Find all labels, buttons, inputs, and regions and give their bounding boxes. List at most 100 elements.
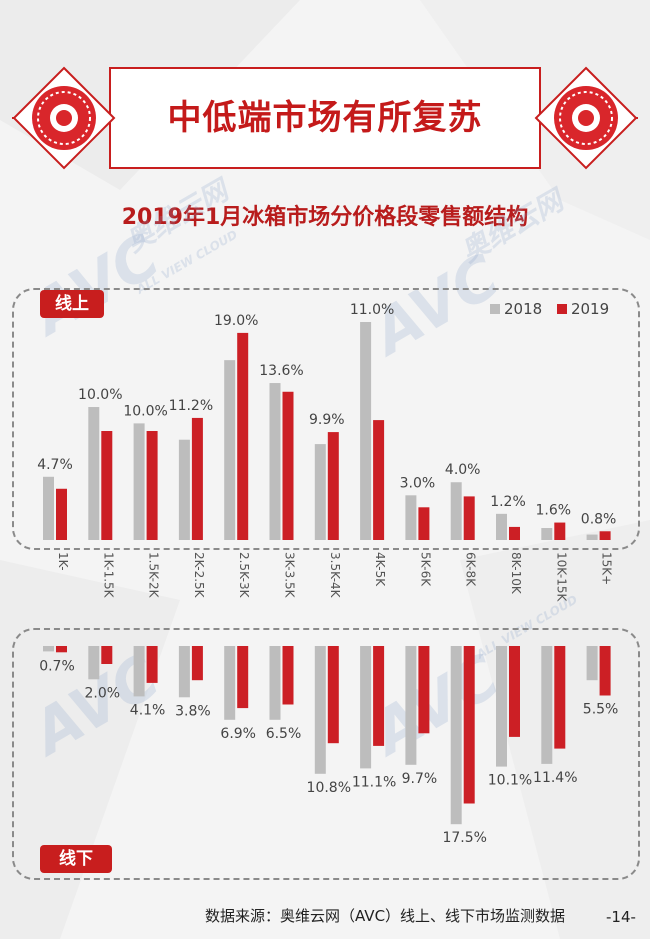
bar-2019-offline [554, 646, 566, 749]
data-label-online: 1.6% [536, 503, 572, 519]
bar-2018-offline [43, 646, 54, 652]
tick-label-online: 2K-2.5K [192, 552, 206, 599]
data-label-offline: 10.1% [488, 773, 532, 789]
banner-title: 中低端市场有所复苏 [167, 98, 483, 138]
bar-2018-online [43, 476, 54, 540]
data-label-offline: 10.8% [307, 780, 351, 796]
offline-tag: 线下 [40, 845, 112, 873]
bar-2018-offline [133, 646, 145, 697]
data-label-online: 3.0% [400, 475, 436, 491]
data-label-online: 13.6% [259, 363, 303, 379]
data-label-online: 10.0% [78, 387, 122, 403]
tick-label-online: 5K-6K [418, 552, 432, 587]
bar-2018-offline [541, 646, 553, 764]
bar-2019-offline [146, 646, 158, 683]
data-label-online: 9.9% [309, 412, 345, 428]
bar-2018-offline [314, 646, 326, 774]
tick-label-online: 1.5K-2K [147, 552, 161, 599]
bar-2019-offline [56, 646, 67, 653]
bar-2019-online [463, 496, 475, 540]
data-label-online: 4.7% [37, 457, 73, 473]
bar-2018-offline [496, 646, 507, 767]
papercut-ornament-left [12, 66, 116, 170]
data-label-offline: 9.7% [402, 771, 438, 787]
legend: 2018 2019 [490, 299, 619, 318]
tick-label-online: 2.5K-3K [237, 552, 251, 599]
bar-2019-offline [463, 646, 475, 804]
bar-2019-online [237, 332, 249, 540]
bar-2019-offline [373, 646, 385, 746]
bar-2018-online [314, 444, 326, 540]
bar-2018-online [586, 534, 598, 540]
bar-2018-offline [405, 646, 417, 765]
bar-2019-online [599, 531, 611, 540]
page-number: -14- [606, 908, 636, 926]
bar-2019-online [509, 526, 520, 540]
bar-2018-online [224, 360, 236, 540]
bar-2019-offline [599, 646, 611, 696]
data-label-online: 0.8% [581, 511, 617, 527]
bar-2019-offline [191, 646, 203, 681]
online-panel [12, 288, 640, 550]
tick-label-online: 15K+ [600, 552, 614, 585]
bar-2018-online [360, 322, 372, 540]
data-label-online: 11.0% [350, 302, 394, 318]
bar-2018-online [133, 423, 145, 540]
legend-item-2019: 2019 [556, 299, 610, 318]
bar-2019-online [191, 417, 203, 540]
offline-panel [12, 628, 640, 880]
bar-2019-offline [327, 646, 339, 744]
tick-label-online: 10K-15K [554, 552, 568, 602]
bar-2019-online [146, 431, 158, 540]
tick-label-online: 6K-8K [464, 552, 478, 587]
bar-2018-online [450, 482, 462, 540]
tick-label-online: 4K-5K [373, 552, 387, 587]
bar-2018-online [496, 513, 507, 540]
data-label-online: 4.0% [445, 462, 481, 478]
data-source-note: 数据来源：奥维云网（AVC）线上、线下市场监测数据 [205, 907, 566, 925]
data-label-offline: 3.8% [175, 703, 211, 719]
data-label-online: 19.0% [214, 313, 258, 329]
bar-2018-offline [450, 646, 462, 825]
chart-title: 2019年1月冰箱市场分价格段零售额结构 [121, 205, 529, 230]
bar-2018-offline [224, 646, 236, 720]
bar-2019-online [327, 432, 339, 540]
tick-label-online: 8K-10K [509, 552, 523, 595]
bar-2018-offline [360, 646, 372, 769]
data-label-online: 10.0% [123, 403, 167, 419]
data-label-offline: 0.7% [39, 658, 75, 674]
data-label-offline: 6.5% [266, 726, 302, 742]
bar-2018-online [269, 383, 281, 540]
bar-2018-online [88, 407, 100, 540]
data-label-offline: 17.5% [442, 830, 486, 846]
bar-2019-online [282, 391, 294, 540]
online-tag: 线上 [40, 290, 104, 318]
bar-2019-online [418, 507, 430, 540]
tick-label-online: 3.5K-4K [328, 552, 342, 599]
bar-2019-offline [509, 646, 520, 737]
bar-2019-online [101, 431, 113, 540]
bar-2018-offline [269, 646, 281, 720]
bar-2019-offline [282, 646, 294, 705]
bar-2019-offline [418, 646, 430, 734]
bar-2019-online [554, 522, 566, 540]
data-label-online: 11.2% [169, 398, 213, 414]
data-label-offline: 5.5% [583, 702, 619, 718]
bar-2018-online [405, 495, 417, 540]
bar-2018-online [178, 439, 190, 540]
bar-2018-offline [88, 646, 100, 680]
tick-label-online: 3K-3.5K [283, 552, 297, 599]
legend-swatch-2018 [490, 304, 500, 314]
legend-label-2018: 2018 [504, 299, 543, 318]
legend-swatch-2019 [556, 304, 567, 314]
data-label-offline: 6.9% [220, 726, 256, 742]
bar-2019-online [373, 420, 385, 540]
data-label-offline: 4.1% [130, 702, 166, 718]
data-label-offline: 11.1% [352, 774, 396, 790]
legend-label-2019: 2019 [570, 299, 610, 318]
papercut-ornament-right [534, 66, 638, 170]
online-chart: 4.7% 1K- 10.0% 1K-1.5K 10.0% 1.5K-2K 11.2% 2K-2… [37, 302, 617, 602]
bar-2019-online [56, 488, 67, 540]
bar-2018-offline [586, 646, 598, 681]
